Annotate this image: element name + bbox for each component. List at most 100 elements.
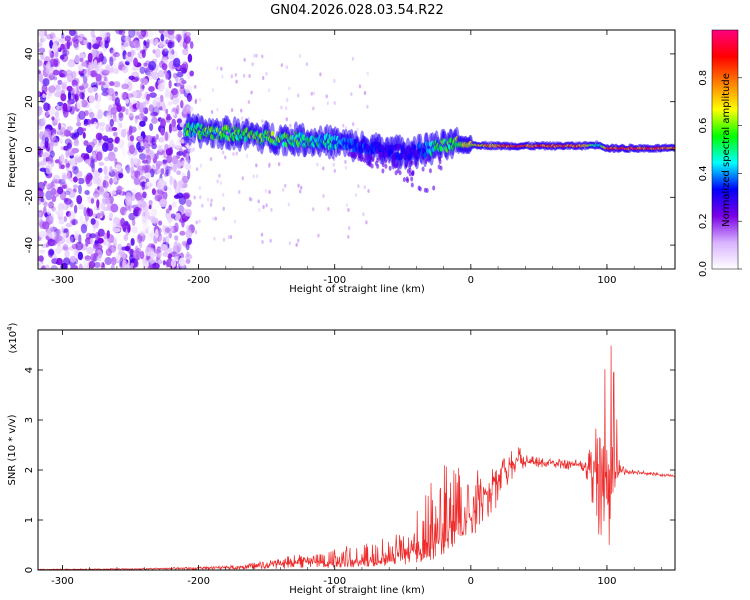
noise-blob (121, 147, 127, 158)
noise-blob (49, 150, 55, 158)
noise-blob (154, 48, 161, 59)
noise-blob (134, 259, 139, 268)
noise-speck (210, 198, 213, 203)
noise-blob (149, 111, 158, 118)
noise-blob (84, 159, 91, 165)
noise-blob (43, 114, 47, 123)
spectrogram-y-axis: -40 -20 0 20 40 (24, 48, 675, 253)
noise-blob (39, 161, 47, 166)
noise-speck (333, 168, 336, 173)
noise-speck (199, 163, 203, 168)
x-tick-label: -100 (323, 576, 346, 587)
noise-blob (168, 247, 173, 253)
noise-blob (125, 195, 133, 206)
noise-blob (157, 83, 165, 92)
noise-blob (151, 188, 156, 195)
noise-blob (102, 199, 111, 205)
noise-speck (261, 54, 264, 59)
noise-speck (240, 116, 244, 121)
ridge-branch (417, 185, 421, 191)
noise-blob (178, 257, 186, 267)
noise-blob (51, 206, 56, 212)
noise-blob (114, 158, 118, 165)
noise-blob (87, 141, 95, 149)
noise-blob (98, 185, 104, 193)
noise-blob (133, 157, 139, 165)
ridge-branch (383, 158, 387, 164)
noise-blob (123, 127, 129, 134)
noise-blob (155, 163, 161, 170)
noise-blob (95, 73, 102, 82)
noise-blob (124, 35, 129, 43)
noise-blob (106, 110, 112, 116)
noise-blob (185, 242, 190, 251)
noise-blob (125, 108, 129, 116)
ridge-branch (384, 152, 388, 158)
noise-speck (366, 104, 369, 109)
noise-speck (285, 98, 289, 103)
noise-speck (367, 188, 370, 193)
noise-blob (59, 190, 67, 201)
noise-blob (70, 264, 79, 269)
noise-blob (97, 109, 103, 120)
noise-blob (128, 30, 136, 38)
y-tick-label: 0 (24, 146, 35, 152)
noise-speck (194, 98, 198, 103)
noise-blob (149, 257, 156, 264)
noise-blob (171, 126, 179, 132)
noise-blob (138, 200, 143, 206)
noise-blob (110, 168, 118, 178)
noise-blob (129, 102, 133, 112)
noise-blob (151, 217, 159, 226)
noise-blob (56, 228, 61, 237)
noise-blob (175, 141, 181, 149)
noise-blob (162, 103, 167, 112)
noise-blob (66, 101, 71, 111)
noise-blob (77, 251, 84, 261)
noise-speck (347, 234, 350, 239)
ridge-branch (424, 159, 428, 165)
noise-blob (106, 141, 114, 152)
noise-blob (143, 78, 149, 86)
noise-blob (150, 230, 155, 239)
noise-blob (64, 198, 72, 205)
noise-blob (145, 135, 153, 142)
snr-y-scale-label: (x104) (6, 322, 19, 353)
noise-blob (182, 30, 187, 39)
noise-blob (154, 189, 162, 199)
noise-blob (38, 30, 45, 38)
ridge-branch (410, 182, 414, 188)
ridge-branch (437, 164, 441, 170)
noise-speck (222, 237, 226, 242)
noise-blob (91, 87, 98, 92)
noise-blob (76, 156, 84, 163)
spectrogram-noise-region (38, 30, 370, 269)
noise-blob (117, 243, 123, 251)
colorbar-tick-label: 0.6 (698, 118, 709, 134)
noise-speck (325, 94, 328, 99)
noise-speck (268, 189, 271, 194)
noise-speck (243, 57, 246, 62)
noise-speck (305, 62, 309, 67)
noise-blob (97, 254, 102, 262)
noise-blob (156, 179, 165, 190)
noise-blob (93, 59, 98, 69)
noise-blob (111, 49, 117, 57)
noise-speck (245, 153, 249, 158)
noise-blob (172, 57, 181, 68)
noise-blob (83, 68, 91, 78)
noise-speck (332, 162, 335, 167)
noise-blob (38, 59, 43, 67)
ridge-branch (371, 157, 375, 163)
noise-blob (165, 36, 169, 44)
noise-blob (66, 40, 71, 50)
ridge-core (301, 134, 306, 141)
noise-blob (130, 165, 135, 175)
noise-speck (238, 189, 241, 194)
noise-blob (185, 152, 190, 163)
noise-blob (132, 250, 140, 259)
noise-speck (333, 101, 336, 106)
noise-blob (141, 49, 146, 58)
noise-blob (104, 257, 113, 266)
noise-blob (45, 235, 50, 240)
